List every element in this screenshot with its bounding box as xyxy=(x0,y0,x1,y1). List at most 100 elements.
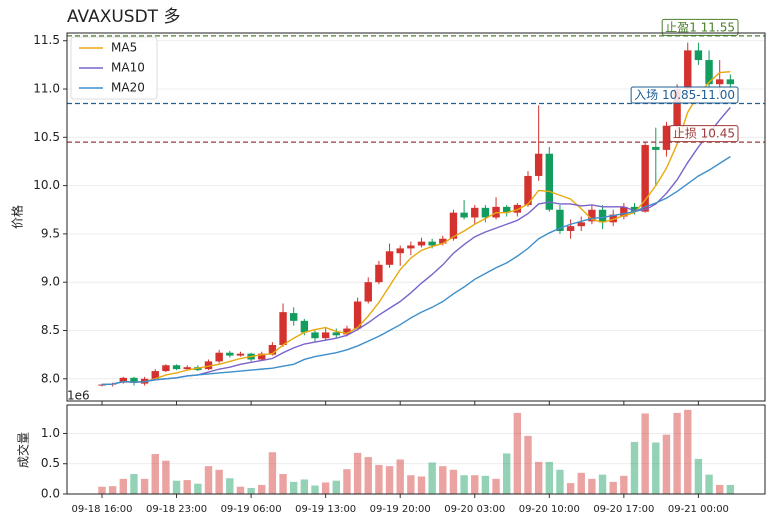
volume-bar xyxy=(290,481,298,494)
volume-bar xyxy=(407,475,415,494)
volume-bar xyxy=(598,474,607,494)
candle-body xyxy=(290,313,298,321)
volume-bar xyxy=(492,478,500,494)
volume-bar xyxy=(449,469,458,494)
y-tick-label: 9.5 xyxy=(41,226,60,240)
candle-body xyxy=(385,251,394,265)
candle-body xyxy=(726,79,735,85)
candle-body xyxy=(662,125,671,150)
chart-title: AVAXUSDT 多 xyxy=(67,7,180,27)
x-tick-label: 09-18 23:00 xyxy=(146,504,207,515)
y-tick-label: 8.5 xyxy=(41,323,60,337)
candle-body xyxy=(396,248,404,254)
volume-bar xyxy=(98,486,106,494)
legend-label: MA5 xyxy=(111,41,137,55)
volume-bar xyxy=(417,476,426,494)
plot-frame xyxy=(66,404,766,495)
candle-body xyxy=(684,50,692,90)
x-tick-label: 09-20 03:00 xyxy=(444,504,505,515)
volume-bar xyxy=(353,452,362,494)
volume-bar xyxy=(577,472,585,494)
candle-body xyxy=(119,377,127,383)
candle-body xyxy=(577,222,585,227)
volume-bar xyxy=(172,480,181,494)
legend: MA5 MA10 MA20 xyxy=(70,36,158,100)
volume-bar xyxy=(534,461,543,494)
candle-body xyxy=(279,312,287,345)
volume-bar xyxy=(566,483,575,494)
volume-bar xyxy=(151,454,159,494)
volume-bar xyxy=(119,478,127,494)
volume-bar xyxy=(162,460,170,494)
legend-box xyxy=(70,36,158,100)
x-tick-label: 09-19 20:00 xyxy=(370,504,431,515)
level-box xyxy=(661,18,739,36)
candle-body xyxy=(471,207,479,218)
volume-bar xyxy=(556,469,564,494)
volume-bar xyxy=(247,487,255,494)
x-tick-label: 09-21 00:00 xyxy=(668,504,729,515)
x-tick-label: 09-19 13:00 xyxy=(295,504,356,515)
candle-body xyxy=(215,352,223,362)
candle-body xyxy=(151,371,159,379)
volume-bar xyxy=(439,466,447,494)
offset-label: 1e6 xyxy=(67,389,90,403)
candle-body xyxy=(673,89,681,126)
volume-bar xyxy=(588,478,596,494)
volume-bar xyxy=(300,479,309,494)
volume-bar xyxy=(311,485,319,494)
candle-body xyxy=(534,153,543,176)
volume-bar xyxy=(268,452,277,494)
volume-bar xyxy=(428,462,436,494)
level-box xyxy=(630,86,739,104)
volume-bar xyxy=(108,486,117,494)
candle-body xyxy=(716,79,724,85)
level-label: 止盈1 11.55 xyxy=(665,20,735,34)
volume-axis-label: 成交量 xyxy=(16,432,31,468)
volume-bar xyxy=(524,435,532,494)
volume-bar xyxy=(258,484,266,494)
y-tick-label: 8.0 xyxy=(41,371,60,385)
candle-body xyxy=(566,226,575,232)
volume-bar xyxy=(279,474,287,494)
volume-bar xyxy=(694,458,703,494)
volume-bar xyxy=(385,466,394,494)
volume-bar xyxy=(321,482,330,494)
level-annotation: 止损 10.45 xyxy=(669,125,739,143)
candle-body xyxy=(630,206,639,212)
volume-bar xyxy=(140,478,149,494)
candle-body xyxy=(407,245,415,249)
candle-body xyxy=(268,344,277,355)
legend-label: MA20 xyxy=(111,81,145,95)
x-tick-label: 09-19 06:00 xyxy=(221,504,282,515)
volume-bar xyxy=(641,413,649,494)
level-label: 止损 10.45 xyxy=(673,127,735,141)
candle-body xyxy=(513,204,522,213)
y-tick-label: 0.5 xyxy=(41,456,60,470)
candle-body xyxy=(311,332,319,339)
volume-bar xyxy=(194,483,202,494)
volume-bar xyxy=(460,475,468,494)
candle-body xyxy=(460,212,468,218)
plot-frame xyxy=(66,32,766,402)
candle-body xyxy=(364,282,372,302)
y-axis-label: 价格 xyxy=(10,205,25,229)
volume-bar xyxy=(215,469,223,494)
candle-body xyxy=(204,361,213,370)
candle-body xyxy=(481,207,490,218)
volume-bar xyxy=(513,412,522,494)
level-box xyxy=(669,125,739,143)
candle-body xyxy=(172,365,181,370)
ma-line xyxy=(101,156,731,386)
volume-bar xyxy=(630,441,639,494)
candle-body xyxy=(162,365,170,372)
volume-bar xyxy=(503,453,511,494)
volume-bar xyxy=(673,412,681,494)
candle-body xyxy=(598,209,607,223)
volume-bar xyxy=(375,464,383,494)
y-tick-label: 11.0 xyxy=(33,82,60,96)
y-tick-label: 0.0 xyxy=(41,487,60,501)
legend-label: MA10 xyxy=(111,61,145,75)
y-tick-label: 1.0 xyxy=(41,426,60,440)
candle-body xyxy=(236,353,245,356)
